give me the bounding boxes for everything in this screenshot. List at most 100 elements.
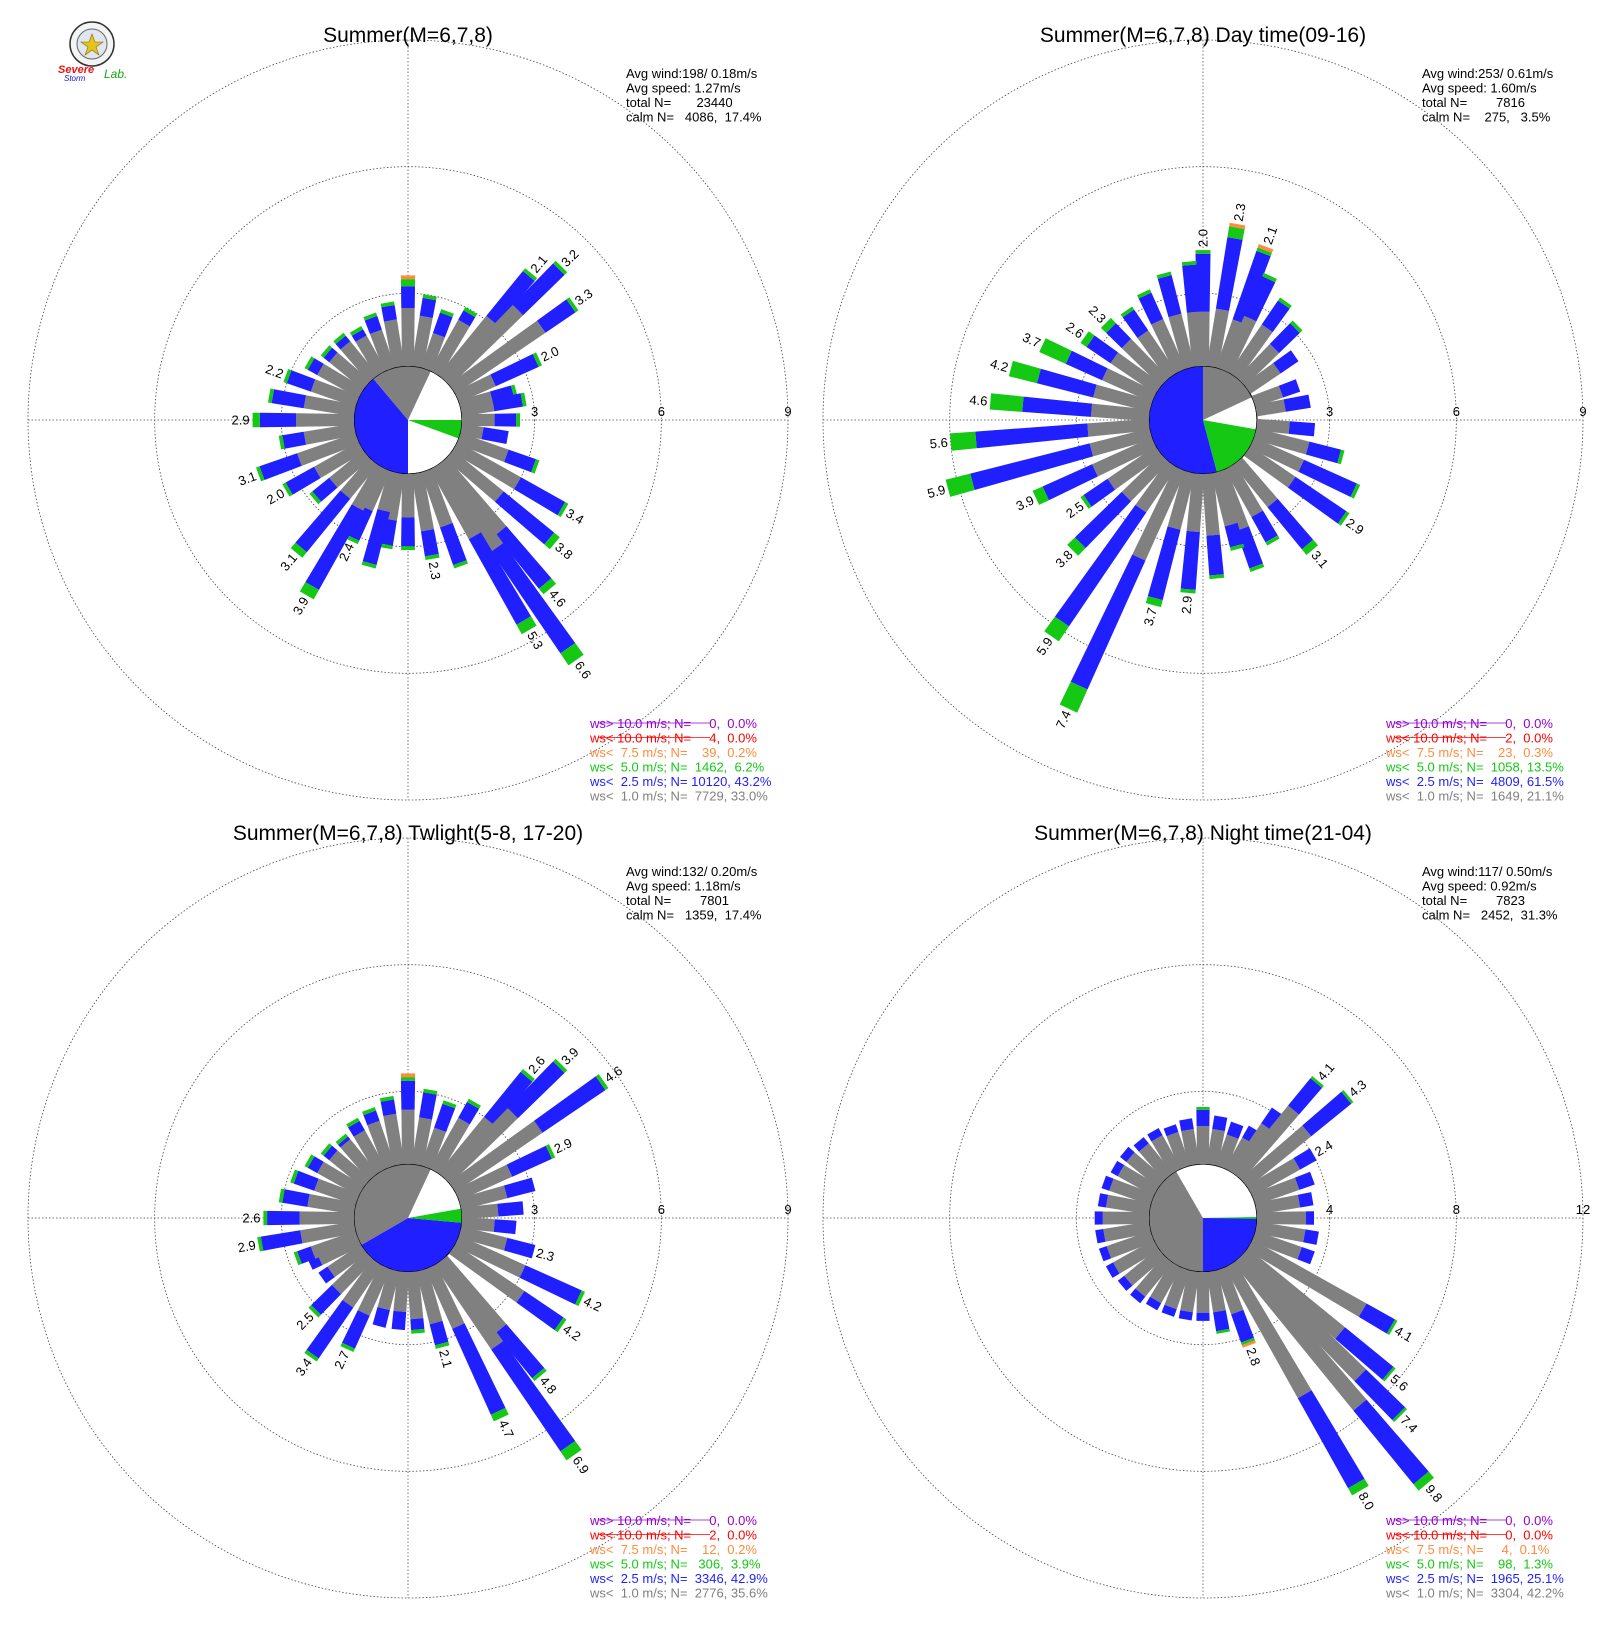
wind-bar-55-seg-1 (448, 1120, 543, 1192)
wind-bar-125-seg-3 (1337, 511, 1350, 526)
wind-bar-270-seg-1 (299, 1211, 354, 1225)
wind-bar-150-seg-3 (1348, 1478, 1369, 1496)
wind-bar-10-seg-3 (1227, 226, 1245, 240)
wind-bar-245-seg-1 (1092, 437, 1157, 477)
calm-circle (353, 1163, 463, 1273)
wind-bar-170-seg-1 (1206, 1270, 1226, 1313)
bar-label-185: 2.9 (1179, 595, 1196, 614)
ring-label-1: 4 (1326, 1202, 1333, 1217)
wind-bar-10-seg-2 (1212, 1115, 1228, 1132)
wind-bar-160-seg-3 (1241, 1337, 1255, 1346)
wind-bar-20-seg-2 (1232, 250, 1271, 324)
wind-bar-140-seg-3 (532, 1368, 547, 1382)
wind-bar-95-seg-2 (493, 1219, 517, 1235)
wind-bar-320-seg-3 (335, 1133, 348, 1145)
wind-bar-270-seg-2 (267, 1210, 300, 1226)
wind-bar-145-seg-2 (491, 1341, 576, 1452)
ring-label-1: 3 (531, 404, 538, 419)
wind-bar-110-seg-1 (456, 433, 509, 462)
wind-bar-40-seg-3 (520, 1069, 535, 1082)
wind-bar-80-seg-2 (1283, 394, 1311, 412)
wind-bar-65-seg-3 (532, 352, 542, 367)
wind-bar-340-seg-2 (363, 1110, 380, 1126)
info-line-1: Avg wind:117/ 0.50m/s (1422, 864, 1553, 879)
wind-bar-265-seg-2 (975, 423, 1089, 449)
bar-label-150: 5.3 (524, 629, 546, 652)
wind-bar-0-seg-4 (400, 275, 416, 280)
wind-bar-215-seg-2 (306, 1300, 354, 1359)
wind-bar-210-seg-1 (351, 463, 387, 511)
legend-entry-1: ws> 10.0 m/s; N= 0, 0.0% (1385, 1513, 1553, 1528)
wind-bar-175-seg-1 (406, 1271, 424, 1320)
legend-entry-4: ws< 5.0 m/s; N= 1058, 13.5% (1385, 760, 1564, 775)
wind-bar-115-seg-1 (454, 1235, 526, 1278)
wind-bar-295-seg-2 (1065, 350, 1108, 381)
wind-bar-175-seg-1 (1201, 473, 1220, 536)
wind-bar-70-seg-2 (1294, 1171, 1315, 1190)
wind-bar-300-seg-1 (317, 1161, 365, 1197)
info-line-4: calm N= 1359, 17.4% (626, 908, 762, 923)
wind-bar-205-seg-3 (340, 1342, 355, 1352)
bar-label-65: 2.0 (539, 343, 562, 364)
wind-bar-170-seg-1 (411, 472, 434, 532)
wind-bar-160-seg-3 (1249, 563, 1265, 572)
wind-bar-285-seg-3 (1008, 360, 1041, 384)
wind-bar-75-seg-1 (458, 1185, 508, 1210)
wind-bar-230-seg-2 (1117, 1275, 1133, 1291)
calm-sector-3 (408, 1208, 462, 1223)
wind-bar-220-seg-3 (290, 542, 307, 558)
wind-bar-135-seg-3 (1392, 1407, 1407, 1422)
wind-bar-20-seg-3 (1256, 247, 1272, 257)
grid-ring-1 (280, 292, 536, 548)
wind-bar-35-seg-2 (1261, 300, 1290, 333)
wind-bar-85-seg-1 (461, 1203, 499, 1220)
wind-bar-45-seg-1 (442, 1108, 518, 1184)
wind-bar-310-seg-1 (329, 352, 371, 390)
wind-bars: 2.6 3.94.62.92.34.24.24.86.94.72.12.73.42… (236, 1044, 625, 1476)
wind-bar-350-seg-1 (383, 1113, 405, 1166)
wind-bar-130-seg-1 (445, 450, 504, 502)
info-line-4: calm N= 275, 3.5% (1422, 110, 1551, 125)
bar-label-160: 2.8 (1243, 1346, 1263, 1368)
wind-bar-245-seg-3 (1032, 486, 1049, 505)
wind-bar-155-seg-1 (425, 1264, 465, 1329)
wind-bar-35-seg-3 (1278, 297, 1292, 309)
wind-bar-135-seg-1 (1237, 1252, 1367, 1382)
bar-label-140: 3.1 (1308, 548, 1331, 571)
wind-bar-175-seg-2 (410, 1318, 425, 1331)
wind-bar-180-seg-2 (401, 517, 415, 547)
wind-bar-160-seg-4 (1241, 1340, 1256, 1348)
wind-bar-220-seg-1 (340, 457, 378, 499)
wind-bar-20-seg-2 (434, 1103, 456, 1132)
wind-bar-170-seg-2 (420, 529, 439, 557)
wind-bar-260-seg-3 (257, 1236, 264, 1252)
ring-label-2: 6 (658, 1202, 665, 1217)
wind-bar-215-seg-2 (1054, 504, 1147, 627)
panel-title: Summer(M=6,7,8) Day time(09-16) (1040, 24, 1366, 47)
bar-label-120: 3.4 (563, 505, 586, 527)
wind-bar-150-seg-2 (1297, 1390, 1365, 1489)
wind-bar-25-seg-3 (1262, 272, 1277, 283)
wind-bar-195-seg-1 (377, 1268, 400, 1311)
bar-label-250: 3.1 (236, 468, 258, 488)
wind-bar-210-seg-2 (1145, 1296, 1162, 1311)
wind-bar-320-seg-2 (338, 1136, 351, 1148)
wind-bar-295-seg-1 (1102, 368, 1157, 403)
wind-bar-290-seg-2 (286, 370, 316, 392)
wind-bar-195-seg-3 (361, 561, 377, 569)
calm-sector-1 (1149, 366, 1217, 474)
wind-bar-345-seg-3 (1156, 271, 1172, 279)
wind-bar-250-seg-2 (1098, 1246, 1112, 1262)
wind-bar-170-seg-2 (1213, 1310, 1230, 1332)
grid-ring-1 (1075, 292, 1331, 548)
legend-entry-3: ws< 7.5 m/s; N= 4, 0.1% (1385, 1542, 1550, 1557)
wind-bar-10-seg-1 (1206, 308, 1229, 368)
wind-bar-10-seg-1 (411, 315, 433, 368)
wind-bar-145-seg-3 (560, 643, 584, 666)
wind-bar-180-seg-3 (401, 546, 415, 551)
wind-bar-45-seg-1 (442, 304, 524, 386)
wind-rose-panel-4: 4 8 12 4.1 4.3 2.4 4.1 5.6 7.4 9.8 8.0 2.8 Summer(M=… (822, 822, 1590, 1601)
wind-bar-220-seg-1 (1135, 1255, 1173, 1297)
wind-bar-285-seg-1 (1093, 384, 1153, 412)
calm-circle (353, 365, 463, 475)
